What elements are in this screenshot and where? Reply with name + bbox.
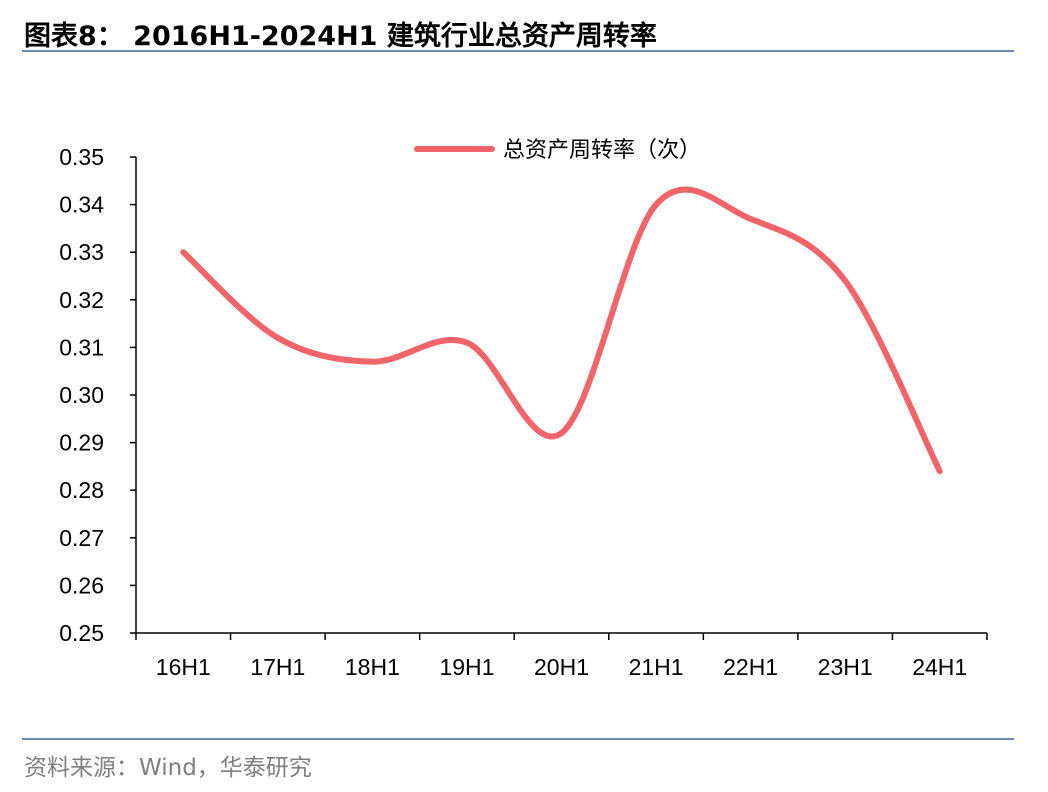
legend-label-total-asset-turnover: 总资产周转率（次） (503, 138, 701, 163)
data-point-24H1 (937, 468, 943, 474)
y-tick-label: 0.29 (59, 430, 104, 456)
y-tick-label: 0.32 (59, 287, 104, 313)
x-tick-label: 22H1 (723, 654, 778, 680)
y-tick-label: 0.34 (59, 192, 104, 218)
data-point-23H1 (842, 278, 848, 284)
x-tick-label: 18H1 (345, 654, 400, 680)
y-tick-label: 0.31 (59, 334, 104, 360)
y-tick-label: 0.25 (59, 620, 104, 646)
y-tick-label: 0.35 (59, 144, 104, 170)
x-tick-label: 24H1 (912, 654, 967, 680)
data-point-19H1 (464, 340, 470, 346)
x-tick-label: 17H1 (250, 654, 305, 680)
data-point-22H1 (748, 216, 754, 222)
data-point-20H1 (559, 430, 565, 436)
series-layer (180, 186, 943, 475)
y-axis: 0.35 0.34 0.33 0.32 0.31 0.30 0.29 0.28 0.27 0.26… (59, 144, 137, 646)
y-tick-label: 0.30 (59, 382, 104, 408)
y-tick-label: 0.27 (59, 525, 104, 551)
x-tick-label: 16H1 (156, 654, 211, 680)
y-tick-label: 0.33 (59, 239, 104, 265)
x-tick-label: 19H1 (439, 654, 494, 680)
source-divider (22, 738, 1014, 740)
y-tick-label: 0.28 (59, 477, 104, 503)
y-tick-label: 0.26 (59, 572, 104, 598)
figure-title: 图表8： 2016H1-2024H1 建筑行业总资产周转率 (24, 21, 657, 52)
chart-legend: 总资产周转率（次） (414, 138, 701, 163)
x-tick-label: 21H1 (629, 654, 684, 680)
data-point-17H1 (275, 335, 281, 341)
x-tick-label: 23H1 (818, 654, 873, 680)
series-line-total-asset-turnover (180, 186, 943, 475)
x-axis: 16H1 17H1 18H1 19H1 20H1 21H1 22H1 23H1 24H1 (135, 632, 988, 680)
title-divider (22, 50, 1014, 52)
data-point-16H1 (180, 249, 186, 255)
data-point-21H1 (653, 202, 659, 208)
x-tick-label: 20H1 (534, 654, 589, 680)
source-note: 资料来源：Wind，华泰研究 (24, 755, 312, 781)
data-point-18H1 (369, 359, 375, 365)
